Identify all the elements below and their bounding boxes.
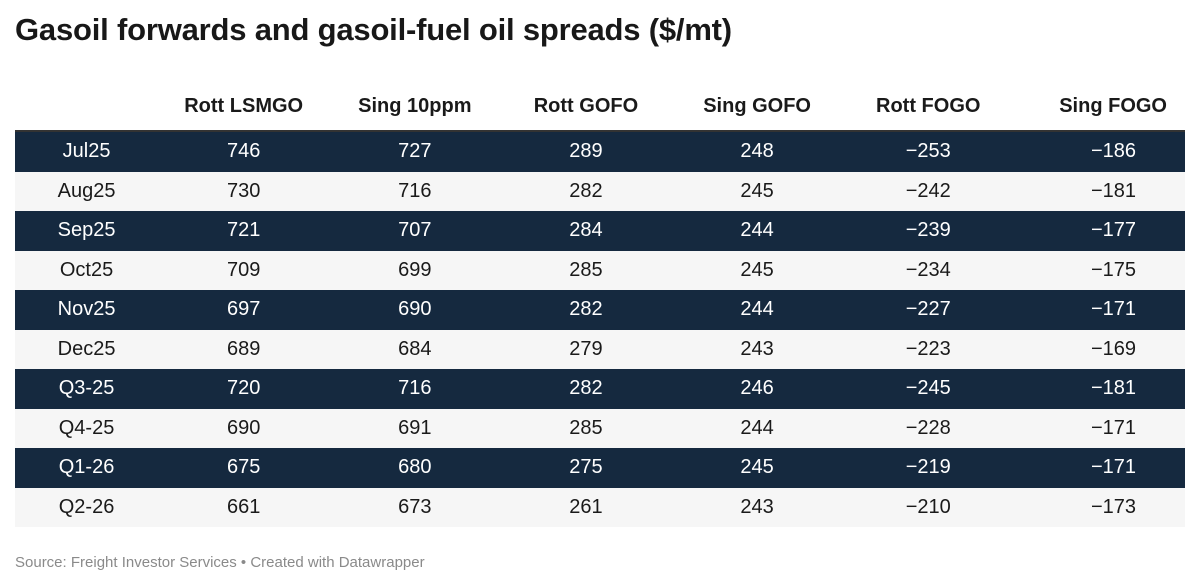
table-cell: 716 xyxy=(329,171,501,211)
table-cell: 661 xyxy=(158,487,330,527)
table-cell: 689 xyxy=(158,329,330,369)
source-note: Source: Freight Investor Services • Crea… xyxy=(15,554,425,571)
table-row: Oct25 709 699 285 245 −234 −175 xyxy=(15,250,1185,290)
column-header: Rott LSMGO xyxy=(158,83,330,132)
table-cell: 244 xyxy=(671,408,843,448)
row-label: Dec25 xyxy=(15,329,159,369)
row-label: Q4-25 xyxy=(15,408,159,448)
table-cell: 244 xyxy=(671,211,843,251)
table-cell: 716 xyxy=(329,369,501,409)
table-cell: 279 xyxy=(500,329,672,369)
table-cell: 245 xyxy=(671,448,843,488)
table-cell: 709 xyxy=(158,250,330,290)
table-cell: −173 xyxy=(1013,487,1185,527)
table-cell: 699 xyxy=(329,250,501,290)
table-cell: −219 xyxy=(842,448,1014,488)
table-cell: −181 xyxy=(1013,369,1185,409)
chart-title: Gasoil forwards and gasoil-fuel oil spre… xyxy=(15,12,732,47)
row-label: Q3-25 xyxy=(15,369,159,409)
row-label: Aug25 xyxy=(15,171,159,211)
table-cell: −177 xyxy=(1013,211,1185,251)
table-cell: 675 xyxy=(158,448,330,488)
table-cell: −171 xyxy=(1013,290,1185,330)
row-label: Q2-26 xyxy=(15,487,159,527)
table-cell: 690 xyxy=(329,290,501,330)
table-row: Jul25 746 727 289 248 −253 −186 xyxy=(15,131,1185,172)
table-cell: −245 xyxy=(842,369,1014,409)
table-cell: −228 xyxy=(842,408,1014,448)
data-table: Rott LSMGO Sing 10ppm Rott GOFO Sing GOFO Ro… xyxy=(15,83,1185,527)
table-cell: 721 xyxy=(158,211,330,251)
table-cell: 690 xyxy=(158,408,330,448)
table-cell: 673 xyxy=(329,487,501,527)
table-cell: 243 xyxy=(671,329,843,369)
table-row: Sep25 721 707 284 244 −239 −177 xyxy=(15,211,1185,251)
table-cell: 282 xyxy=(500,290,672,330)
table-cell: 684 xyxy=(329,329,501,369)
table-cell: 282 xyxy=(500,369,672,409)
table-body: Jul25 746 727 289 248 −253 −186 Aug25 730 716 282 2… xyxy=(15,131,1185,527)
table-cell: 691 xyxy=(329,408,501,448)
column-header: Rott FOGO xyxy=(842,83,1014,132)
table-cell: −223 xyxy=(842,329,1014,369)
table-cell: −239 xyxy=(842,211,1014,251)
table-cell: 707 xyxy=(329,211,501,251)
table-cell: −186 xyxy=(1013,131,1185,172)
table-cell: 244 xyxy=(671,290,843,330)
row-label: Oct25 xyxy=(15,250,159,290)
table-cell: −242 xyxy=(842,171,1014,211)
row-label: Jul25 xyxy=(15,131,159,172)
table-cell: 245 xyxy=(671,250,843,290)
table-row: Q2-26 661 673 261 243 −210 −173 xyxy=(15,487,1185,527)
table-cell: 289 xyxy=(500,131,672,172)
table-row: Q1-26 675 680 275 245 −219 −171 xyxy=(15,448,1185,488)
table-cell: 246 xyxy=(671,369,843,409)
row-label: Nov25 xyxy=(15,290,159,330)
table-cell: −181 xyxy=(1013,171,1185,211)
table-cell: 720 xyxy=(158,369,330,409)
table-row: Q3-25 720 716 282 246 −245 −181 xyxy=(15,369,1185,409)
column-header: Sing 10ppm xyxy=(329,83,501,132)
table-cell: −234 xyxy=(842,250,1014,290)
table-row: Nov25 697 690 282 244 −227 −171 xyxy=(15,290,1185,330)
table-cell: 284 xyxy=(500,211,672,251)
row-label: Q1-26 xyxy=(15,448,159,488)
table-cell: −227 xyxy=(842,290,1014,330)
table-cell: 285 xyxy=(500,408,672,448)
table-cell: 261 xyxy=(500,487,672,527)
table-row: Q4-25 690 691 285 244 −228 −171 xyxy=(15,408,1185,448)
table-cell: 727 xyxy=(329,131,501,172)
table-cell: −175 xyxy=(1013,250,1185,290)
table-cell: −171 xyxy=(1013,448,1185,488)
column-header-blank xyxy=(15,83,159,132)
table-cell: 746 xyxy=(158,131,330,172)
table-cell: 282 xyxy=(500,171,672,211)
table-cell: 285 xyxy=(500,250,672,290)
table-cell: −171 xyxy=(1013,408,1185,448)
column-header: Sing GOFO xyxy=(671,83,843,132)
table-cell: −169 xyxy=(1013,329,1185,369)
table-cell: 243 xyxy=(671,487,843,527)
column-header: Sing FOGO xyxy=(1013,83,1185,132)
table-cell: 697 xyxy=(158,290,330,330)
table-row: Aug25 730 716 282 245 −242 −181 xyxy=(15,171,1185,211)
row-label: Sep25 xyxy=(15,211,159,251)
table-cell: 730 xyxy=(158,171,330,211)
table-cell: 275 xyxy=(500,448,672,488)
table-cell: 680 xyxy=(329,448,501,488)
table-cell: 245 xyxy=(671,171,843,211)
table-cell: −253 xyxy=(842,131,1014,172)
column-header: Rott GOFO xyxy=(500,83,672,132)
table-row: Dec25 689 684 279 243 −223 −169 xyxy=(15,329,1185,369)
table-cell: −210 xyxy=(842,487,1014,527)
table-cell: 248 xyxy=(671,131,843,172)
header-row: Rott LSMGO Sing 10ppm Rott GOFO Sing GOFO Ro… xyxy=(15,83,1185,132)
